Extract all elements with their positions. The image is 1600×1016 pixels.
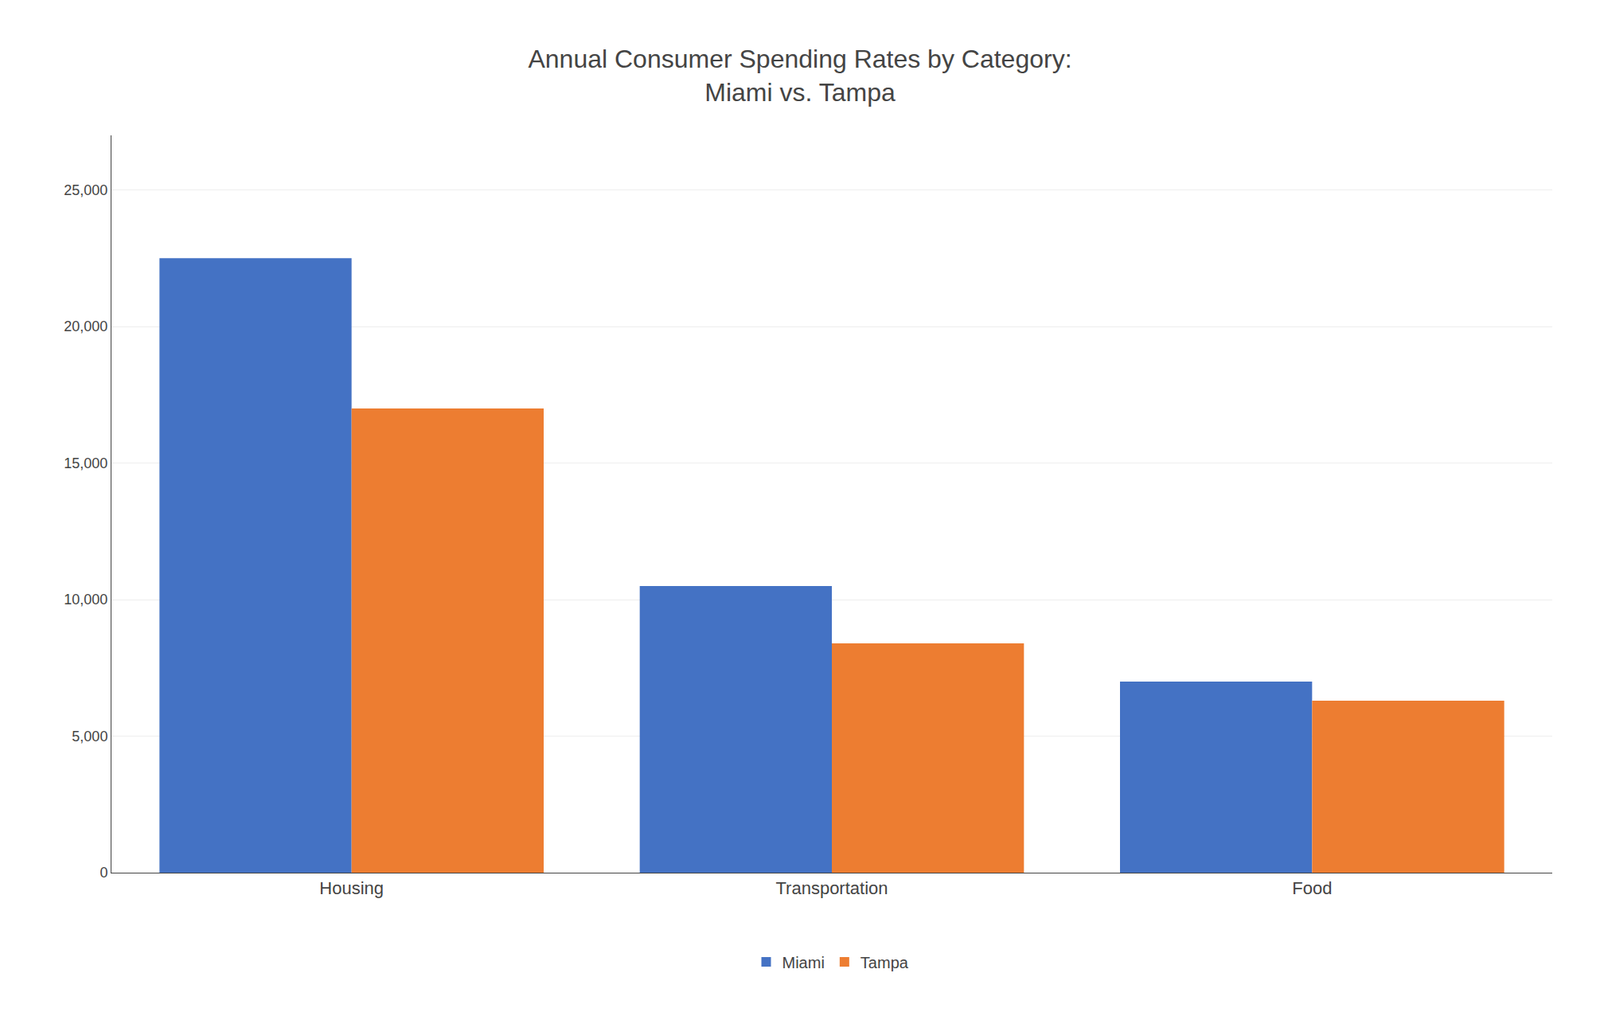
svg-text:15,000: 15,000 [63, 455, 108, 472]
svg-text:10,000: 10,000 [63, 591, 108, 608]
svg-text:Housing: Housing [319, 878, 384, 898]
svg-text:5,000: 5,000 [71, 728, 108, 745]
svg-text:Transportation: Transportation [775, 878, 888, 898]
svg-text:Tampa: Tampa [860, 953, 910, 972]
svg-text:0: 0 [99, 864, 108, 881]
svg-text:Annual Consumer Spending Rates: Annual Consumer Spending Rates by Catego… [527, 44, 1072, 107]
svg-text:20,000: 20,000 [63, 318, 108, 335]
svg-text:Food: Food [1291, 878, 1332, 898]
svg-text:Miami: Miami [782, 953, 825, 972]
svg-text:25,000: 25,000 [63, 182, 108, 199]
